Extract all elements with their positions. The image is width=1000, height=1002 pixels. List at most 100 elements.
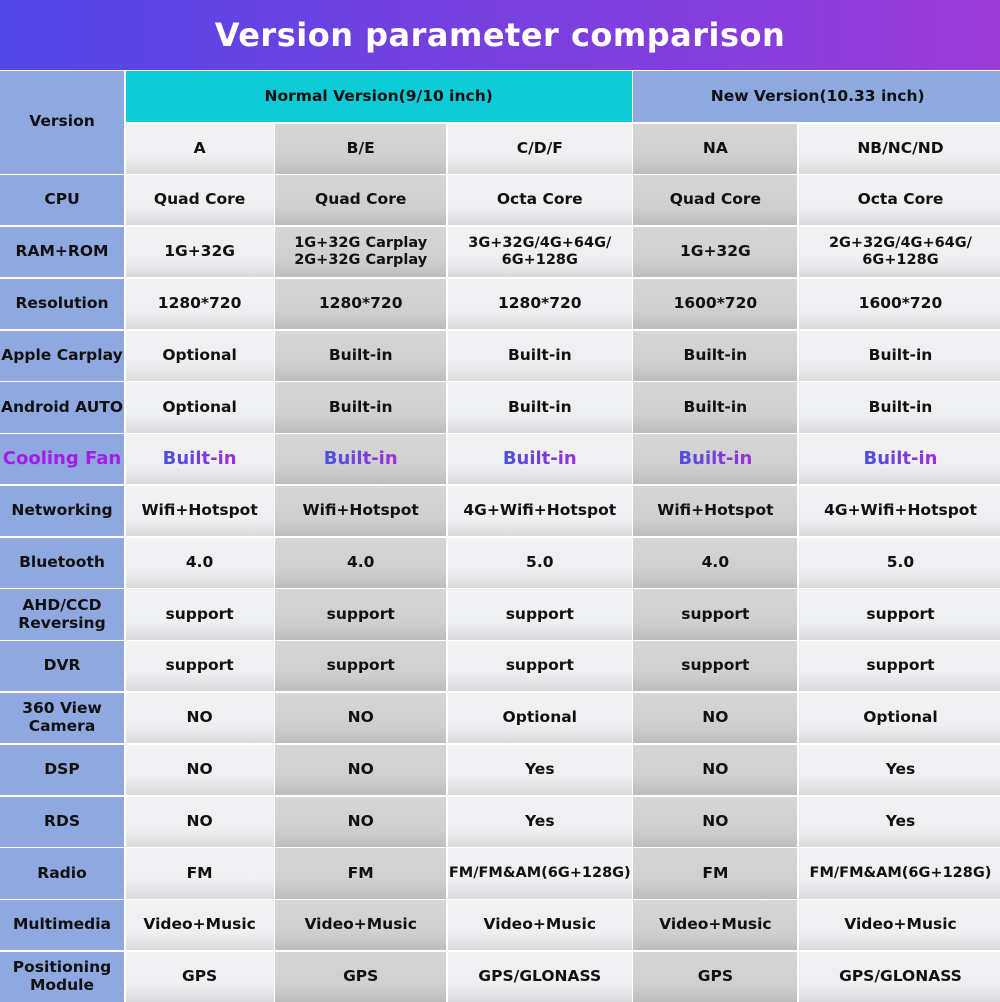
new-version-header: New Version(10.33 inch)	[633, 71, 1000, 122]
table-cell: Video+Music	[798, 900, 1000, 951]
cell-value: Built-in	[323, 447, 398, 469]
row-label: Radio	[0, 848, 124, 899]
table-cell: Octa Core	[798, 175, 1000, 226]
table-cell: Octa Core	[447, 175, 632, 226]
table-cell: Video+Music	[125, 900, 274, 951]
table-cell: support	[125, 641, 274, 692]
table-cell: 1G+32G Carplay 2G+32G Carplay	[275, 226, 447, 278]
cell-value: Built-in	[162, 447, 237, 469]
row-label: CPU	[0, 175, 124, 226]
table-cell: Built-in	[633, 382, 798, 433]
table-cell: support	[125, 589, 274, 640]
table-cell: Video+Music	[275, 900, 447, 951]
row-label: Android AUTO	[0, 382, 124, 433]
table-cell: support	[447, 589, 632, 640]
table-cell: support	[275, 641, 447, 692]
table-cell: Quad Core	[275, 175, 447, 226]
table-cell: GPS/GLONASS	[798, 951, 1000, 1002]
table-cell: FM	[275, 848, 447, 899]
row-label: 360 View Camera	[0, 693, 124, 744]
version-header: Version	[0, 71, 124, 174]
table-cell: Yes	[447, 796, 632, 847]
table-cell: Built-in	[447, 382, 632, 433]
model-header-be: B/E	[275, 123, 447, 174]
table-cell: Built-in	[275, 330, 447, 381]
table-cell: 1G+32G	[633, 226, 798, 278]
row-label: Multimedia	[0, 900, 124, 951]
table-cell: Optional	[798, 693, 1000, 744]
row-label: RAM+ROM	[0, 226, 124, 278]
model-header-cdf: C/D/F	[447, 123, 632, 174]
table-cell: NO	[275, 693, 447, 744]
table-cell: 4.0	[275, 537, 447, 588]
table-cell: Built-in	[447, 330, 632, 381]
table-cell: Yes	[447, 744, 632, 795]
table-cell: FM	[125, 848, 274, 899]
table-cell: 1280*720	[275, 278, 447, 329]
table-cell: 4G+Wifi+Hotspot	[798, 485, 1000, 537]
row-label: Bluetooth	[0, 537, 124, 588]
table-cell: Wifi+Hotspot	[125, 485, 274, 537]
table-cell: support	[633, 589, 798, 640]
table-cell: GPS/GLONASS	[447, 951, 632, 1002]
table-cell: support	[798, 641, 1000, 692]
row-label: Networking	[0, 485, 124, 537]
table-cell: Video+Music	[633, 900, 798, 951]
table-cell: Quad Core	[633, 175, 798, 226]
row-label: Cooling Fan	[0, 434, 124, 485]
table-cell: NO	[633, 796, 798, 847]
comparison-table: Version Normal Version(9/10 inch) New Ve…	[0, 70, 1000, 1002]
table-cell: 1600*720	[633, 278, 798, 329]
table-cell: 4G+Wifi+Hotspot	[447, 485, 632, 537]
table-cell: NO	[275, 744, 447, 795]
row-label: AHD/CCD Reversing	[0, 589, 124, 640]
table-cell: FM/FM&AM(6G+128G)	[798, 848, 1000, 899]
table-cell: Built-in	[125, 434, 274, 485]
table-cell: NO	[633, 693, 798, 744]
table-cell: Yes	[798, 796, 1000, 847]
row-label: RDS	[0, 796, 124, 847]
table-cell: FM/FM&AM(6G+128G)	[447, 848, 632, 899]
table-cell: NO	[275, 796, 447, 847]
row-label: Apple Carplay	[0, 330, 124, 381]
model-header-nb: NB/NC/ND	[798, 123, 1000, 174]
table-cell: Built-in	[275, 382, 447, 433]
table-cell: Built-in	[447, 434, 632, 485]
table-cell: 1280*720	[447, 278, 632, 329]
table-cell: NO	[125, 693, 274, 744]
cell-value: Built-in	[863, 447, 938, 469]
table-cell: 1280*720	[125, 278, 274, 329]
table-cell: GPS	[633, 951, 798, 1002]
table-cell: NO	[125, 744, 274, 795]
table-cell: FM	[633, 848, 798, 899]
table-cell: Built-in	[798, 330, 1000, 381]
table-cell: GPS	[275, 951, 447, 1002]
table-cell: 1600*720	[798, 278, 1000, 329]
table-cell: Yes	[798, 744, 1000, 795]
row-label: Resolution	[0, 278, 124, 329]
model-header-na: NA	[633, 123, 798, 174]
table-cell: Wifi+Hotspot	[275, 485, 447, 537]
table-cell: Built-in	[275, 434, 447, 485]
table-cell: 5.0	[798, 537, 1000, 588]
table-cell: 4.0	[125, 537, 274, 588]
table-cell: NO	[125, 796, 274, 847]
row-label: Positioning Module	[0, 951, 124, 1002]
table-cell: Wifi+Hotspot	[633, 485, 798, 537]
table-cell: support	[275, 589, 447, 640]
normal-version-header: Normal Version(9/10 inch)	[125, 71, 632, 122]
table-cell: Built-in	[798, 382, 1000, 433]
model-header-a: A	[125, 123, 274, 174]
table-cell: GPS	[125, 951, 274, 1002]
row-label: DVR	[0, 641, 124, 692]
row-label: DSP	[0, 744, 124, 795]
cell-value: Built-in	[678, 447, 753, 469]
cell-value: Built-in	[502, 447, 577, 469]
table-cell: NO	[633, 744, 798, 795]
table-cell: Video+Music	[447, 900, 632, 951]
table-cell: Built-in	[798, 434, 1000, 485]
table-cell: 1G+32G	[125, 226, 274, 278]
table-cell: support	[447, 641, 632, 692]
table-cell: 4.0	[633, 537, 798, 588]
table-cell: support	[798, 589, 1000, 640]
